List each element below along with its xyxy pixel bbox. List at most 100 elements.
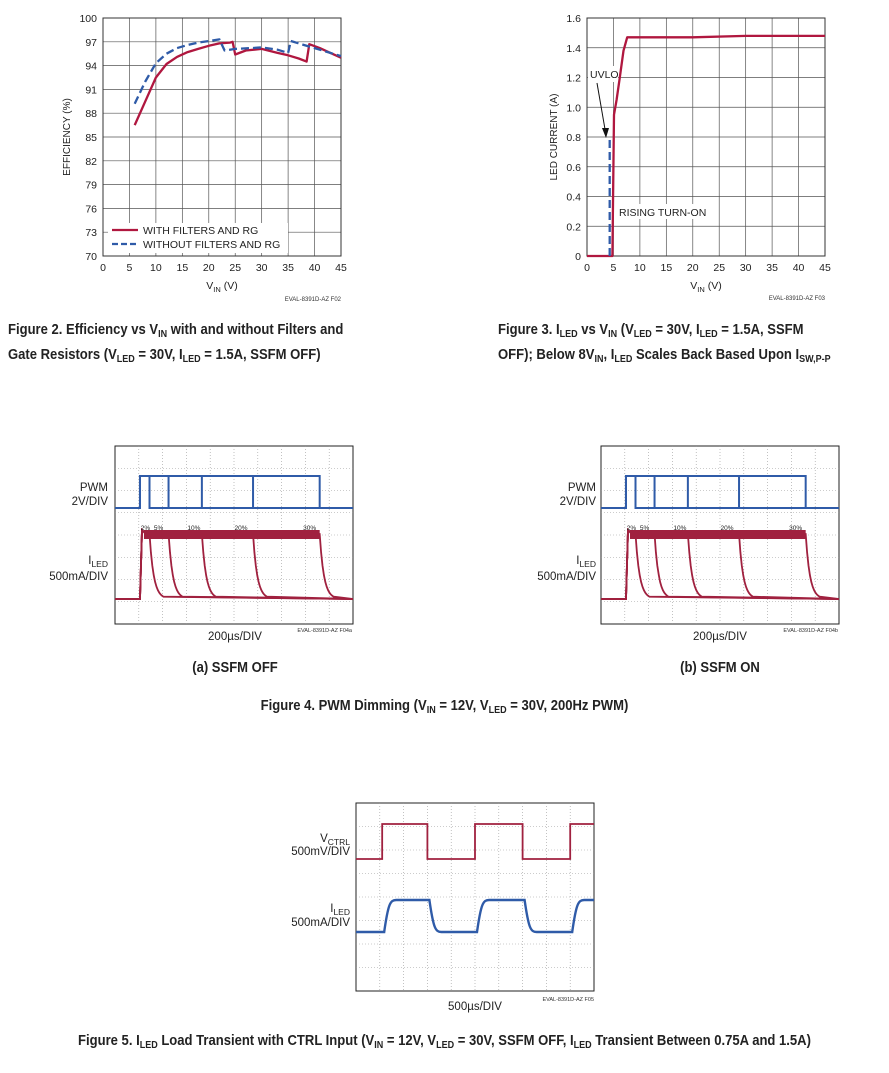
f2-series-1-line (133, 38, 342, 105)
load-transient-scope (355, 802, 595, 992)
f2-x-tick-label: 35 (282, 262, 294, 274)
figure5-caption: Figure 5. ILED Load Transient with CTRL … (78, 1033, 811, 1051)
f4b-duty-label: 2% (627, 525, 637, 532)
fig5-iled-label: ILED (330, 903, 350, 917)
f2-y-tick-label: 97 (85, 37, 97, 49)
led-current-x-axis-label: VIN (V) (690, 280, 721, 294)
figure4b-subcaption: (b) SSFM ON (680, 660, 760, 676)
f3-x-tick-label: 15 (660, 262, 672, 274)
efficiency-legend: WITH FILTERS AND RG WITHOUT FILTERS AND … (108, 223, 288, 253)
f4a-duty-label: 20% (235, 525, 248, 532)
f5-iled-trace (356, 898, 594, 934)
f2-x-tick-label: 40 (309, 262, 321, 274)
f5-vctrl-trace (356, 823, 594, 860)
efficiency-y-axis-label: EFFICIENCY (%) (62, 98, 73, 176)
f2-x-tick-label: 0 (100, 262, 106, 274)
f3-x-tick-label: 45 (819, 262, 831, 274)
uvlo-arrow (596, 82, 607, 136)
uvlo-arrowhead (602, 128, 609, 138)
f3-x-tick-label: 35 (766, 262, 778, 274)
fig4a-code: EVAL-8391D-AZ F04a (297, 628, 353, 634)
f2-y-tick-label: 88 (85, 108, 97, 120)
fig5-vctrl-label: VCTRL (320, 833, 350, 847)
f4a-duty-label: 30% (303, 525, 316, 532)
rising-turn-on-annotation: RISING TURN-ON (619, 207, 706, 219)
uvlo-annotation: UVLO (590, 69, 619, 81)
fig5-code: EVAL-8391D-AZ F05 (542, 997, 594, 1003)
led-current-plot-frame (586, 17, 826, 257)
f4a-duty-label: 10% (187, 525, 200, 532)
fig4b-code: EVAL-8391D-AZ F04b (783, 628, 838, 634)
fig5-vctrl-scale: 500mV/DIV (291, 846, 350, 858)
f4a-duty-label: 5% (154, 525, 164, 532)
fig4a-pwm-scale: 2V/DIV (72, 496, 109, 508)
f2-y-tick-label: 70 (85, 251, 97, 263)
legend-label-without-filters: WITHOUT FILTERS AND RG (143, 239, 280, 251)
f3-x-tick-label: 40 (793, 262, 805, 274)
f3-y-tick-label: 0 (575, 251, 581, 263)
f3-y-tick-label: 0.2 (566, 221, 581, 233)
f3-x-tick-label: 20 (687, 262, 699, 274)
f3-y-tick-label: 1.4 (566, 43, 581, 55)
f3-x-tick-label: 10 (634, 262, 646, 274)
f2-x-tick-label: 15 (176, 262, 188, 274)
f3-y-tick-label: 1.0 (566, 102, 581, 114)
f2-y-tick-label: 91 (85, 84, 97, 96)
f3-y-tick-label: 0.4 (566, 192, 581, 204)
f4b-duty-label: 5% (640, 525, 650, 532)
fig5-iled-scale: 500mA/DIV (291, 917, 350, 929)
figure4-caption: Figure 4. PWM Dimming (VIN = 12V, VLED =… (260, 698, 629, 716)
figure3-caption: Figure 3. ILED vs VIN (VLED = 30V, ILED … (498, 322, 831, 365)
f4a-pwm-trace-4 (115, 475, 353, 509)
fig4a-iled-scale: 500mA/DIV (49, 571, 108, 583)
f4b-pwm-trace-4 (601, 475, 839, 509)
f4a-duty-label: 2% (141, 525, 151, 532)
pwm-dimming-scope-ssfm-on: 2% 5% 10% 20% 30% (600, 445, 840, 625)
fig4b-iled-scale: 500mA/DIV (537, 571, 596, 583)
legend-label-with-filters: WITH FILTERS AND RG (143, 225, 258, 237)
f4a-iled-ripple-band (143, 530, 320, 539)
f2-y-tick-label: 76 (85, 203, 97, 215)
f3-x-tick-label: 0 (584, 262, 590, 274)
f2-y-tick-label: 79 (85, 180, 97, 192)
f4b-duty-label: 20% (721, 525, 734, 532)
f3-y-tick-label: 1.6 (566, 13, 581, 25)
fig4b-pwm-scale: 2V/DIV (560, 496, 597, 508)
fig4b-pwm-label: PWM (568, 482, 596, 494)
f2-y-tick-label: 94 (85, 61, 97, 73)
f2-y-tick-label: 100 (79, 13, 97, 25)
figure3-code: EVAL-8391D-AZ F03 (769, 296, 826, 302)
f2-x-tick-label: 45 (335, 262, 347, 274)
fig4b-time-scale: 200µs/DIV (693, 631, 747, 643)
f2-x-tick-label: 25 (229, 262, 241, 274)
f4b-iled-ripple-band (629, 530, 806, 539)
f2-x-tick-label: 10 (150, 262, 162, 274)
f3-x-tick-label: 30 (740, 262, 752, 274)
f2-x-tick-label: 20 (203, 262, 215, 274)
efficiency-chart: 0 5 10 15 20 25 30 35 40 45 70 73 76 79 82 85 88 91 94 97 10… (62, 13, 347, 303)
led-current-chart: 0 5 10 15 20 25 30 35 40 45 0 0.2 0.4 0.6 0.8 1.0 1.2 1.4… (549, 13, 831, 302)
fig4a-iled-label: ILED (88, 555, 108, 569)
f4b-duty-label: 30% (789, 525, 802, 532)
pwm-dimming-scope-ssfm-off: 2% 5% 10% 20% 30% (114, 445, 354, 625)
f2-y-tick-label: 73 (85, 227, 97, 239)
f3-y-tick-label: 0.6 (566, 162, 581, 174)
f2-x-tick-label: 5 (127, 262, 133, 274)
fig4a-time-scale: 200µs/DIV (208, 631, 262, 643)
f2-y-tick-label: 85 (85, 132, 97, 144)
fig4b-iled-label: ILED (576, 555, 596, 569)
f2-series-0-line (133, 40, 342, 126)
f3-x-tick-label: 5 (611, 262, 617, 274)
efficiency-plot-frame (102, 17, 342, 257)
figure4a-subcaption: (a) SSFM OFF (192, 660, 278, 676)
f4b-duty-label: 10% (673, 525, 686, 532)
f2-x-tick-label: 30 (256, 262, 268, 274)
f3-y-tick-label: 0.8 (566, 132, 581, 144)
fig5-time-scale: 500µs/DIV (448, 1001, 502, 1013)
f2-y-tick-label: 82 (85, 156, 97, 168)
f3-series-0-line (587, 34, 825, 258)
figure2-caption: Figure 2. Efficiency vs VIN with and wit… (8, 322, 344, 365)
led-current-y-axis-label: LED CURRENT (A) (549, 93, 560, 180)
efficiency-x-axis-label: VIN (V) (206, 280, 237, 294)
